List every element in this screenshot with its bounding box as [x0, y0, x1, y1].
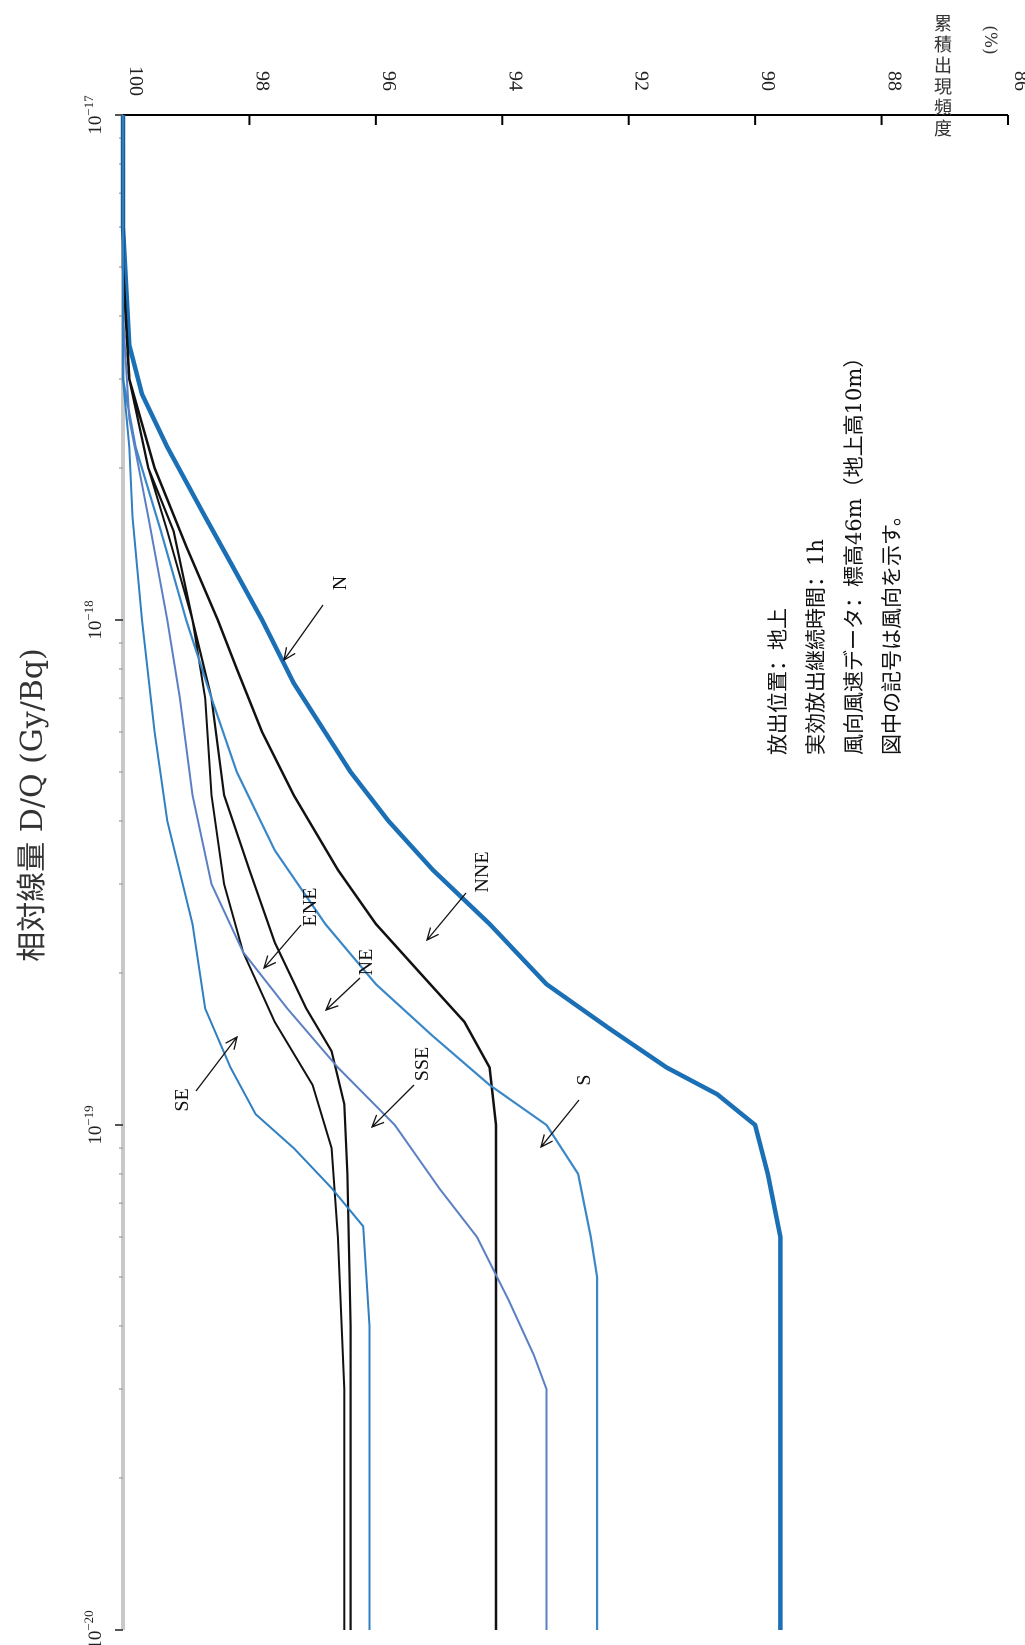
direction-label-se: SE [171, 1088, 193, 1111]
series-line-ne [121, 115, 352, 1630]
frequency-title-char: 出 [934, 56, 952, 77]
leader-line-s [540, 1099, 580, 1148]
direction-label-ne: NE [355, 949, 377, 976]
direction-label-ene: ENE [299, 888, 321, 927]
direction-labels: N NNE NE ENE S SSE SE [171, 576, 595, 1149]
x-axis-title: 相対線量 D/Q (Gy/Bq) [15, 648, 50, 962]
series-line-ene [122, 115, 346, 1630]
frequency-tick-label: 92 [631, 71, 653, 91]
leader-line-se [195, 1036, 238, 1092]
note-line-2: 実効放出継続時間：1h [804, 539, 828, 755]
leader-line-ene [263, 924, 302, 969]
frequency-title-char: 度 [934, 119, 952, 140]
frequency-tick-label: 94 [504, 71, 526, 91]
direction-label-sse: SSE [411, 1047, 433, 1081]
note-line-4: 図中の記号は風向を示す。 [880, 505, 904, 755]
tick-marks [115, 114, 1009, 1631]
leader-arrowhead-sse [370, 1114, 385, 1129]
axes-layer [121, 114, 1008, 1630]
frequency-title-char: 頻 [934, 98, 952, 119]
dose-tick-label: 10−20 [81, 1610, 106, 1645]
direction-label-n: N [329, 576, 351, 590]
leader-arrowhead-ene [262, 955, 277, 970]
leader-line-n [283, 604, 324, 661]
series-lines [120, 115, 783, 1630]
leader-arrowhead-nne [425, 927, 439, 942]
leader-line-nne [426, 892, 467, 941]
release-conditions-note: 放出位置：地上 実効放出継続時間：1h 風向風速データ：標高46m（地上高10m… [766, 347, 904, 755]
leader-line-sse [371, 1084, 415, 1128]
frequency-tick-label: 100 [125, 66, 147, 96]
series-line-n [120, 115, 783, 1630]
note-line-3: 風向風速データ：標高46m（地上高10m） [842, 347, 866, 755]
note-line-1: 放出位置：地上 [766, 608, 790, 755]
leader-arrowhead-s [540, 1134, 553, 1149]
dose-tick-label: 10−19 [81, 1105, 106, 1144]
series-line-sse [122, 115, 548, 1630]
frequency-tick-label: 96 [378, 71, 400, 91]
leader-arrowhead-n [283, 647, 296, 662]
leader-arrowhead-se [225, 1035, 238, 1050]
dose-tick-label: 10−17 [81, 95, 106, 135]
frequency-title-unit: (%) [980, 25, 1000, 54]
frequency-title-char: 積 [934, 35, 952, 56]
leader-line-ne [325, 977, 361, 1011]
direction-label-nne: NNE [471, 851, 493, 892]
tick-labels: 100 98 96 94 92 90 88 86 10−17 10−18 10−19 10−20 [81, 66, 1025, 1645]
frequency-tick-label: 98 [251, 71, 273, 91]
leader-arrowhead-ne [324, 997, 339, 1012]
series-line-se [122, 115, 371, 1630]
frequency-title-char: 累 [934, 14, 952, 35]
direction-label-s: S [573, 1074, 595, 1085]
series-line-nne [121, 115, 498, 1630]
frequency-title-char: 現 [934, 77, 952, 98]
frequency-tick-label: 86 [1010, 71, 1025, 91]
series-line-s [121, 115, 599, 1630]
frequency-tick-label: 90 [757, 71, 779, 91]
frequency-tick-label: 88 [884, 71, 906, 91]
dose-tick-label: 10−18 [81, 600, 106, 639]
